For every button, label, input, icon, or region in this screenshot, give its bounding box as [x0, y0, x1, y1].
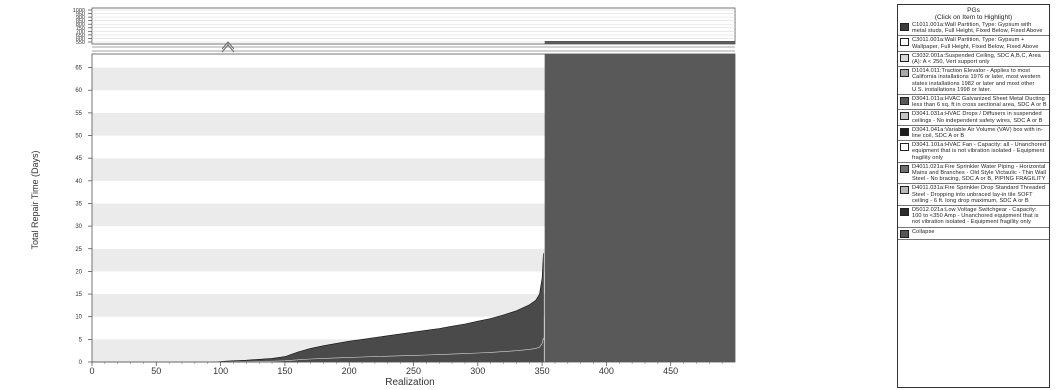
x-tick-label: 150: [277, 366, 292, 376]
legend-item[interactable]: D4011.021a:Fire Sprinkler Water Piping -…: [898, 163, 1049, 185]
legend-item[interactable]: C3011.001a:Wall Partition, Type: Gypsum …: [898, 36, 1049, 52]
collapse-bar-upper: [544, 41, 735, 44]
y-tick-label: 45: [75, 156, 82, 162]
y-tick-label: 40: [75, 179, 82, 185]
break-zigzag: [221, 41, 235, 50]
legend-label: D1014.011:Traction Elevator - Applies to…: [912, 68, 1041, 93]
y-tick-label: 60: [75, 88, 82, 94]
y-tick-label: 10: [75, 315, 82, 321]
upper-y-tick-label: 950: [76, 12, 85, 18]
legend-label: D3041.031a:HVAC Drops / Diffusers in sus…: [912, 111, 1043, 124]
legend-label: Collapse: [912, 228, 935, 235]
legend-label: C3032.001a:Suspended Ceiling, SDC A,B,C,…: [912, 52, 1041, 66]
y-tick-label: 25: [75, 247, 82, 253]
legend-label: D3041.101a:HVAC Fan - Capacity: all - Un…: [912, 142, 1047, 161]
x-tick-label: 200: [342, 366, 357, 376]
legend-item[interactable]: D3041.041a:Variable Air Volume (VAV) box…: [898, 126, 1049, 142]
legend-swatch: [900, 23, 909, 31]
upper-y-tick-label: 600: [76, 36, 85, 42]
upper-y-tick-label: 1000: [73, 8, 85, 14]
legend-item[interactable]: C1011.001a:Wall Partition, Type: Gypsum …: [898, 21, 1049, 37]
legend-list: C1011.001a:Wall Partition, Type: Gypsum …: [898, 21, 1049, 240]
legend-item[interactable]: D1014.011:Traction Elevator - Applies to…: [898, 67, 1049, 96]
y-tick-label: 5: [79, 337, 83, 343]
y-tick-label: 35: [75, 201, 82, 207]
x-tick-label: 300: [470, 366, 485, 376]
legend-label: D4011.031a:Fire Sprinkler Drop Standard …: [912, 185, 1046, 204]
upper-y-tick-label: 800: [76, 22, 85, 28]
legend-label: C1011.001a:Wall Partition, Type: Gypsum …: [912, 22, 1043, 35]
legend-swatch: [900, 53, 909, 62]
upper-y-tick-label: 700: [76, 29, 85, 35]
upper-y-tick-label: 850: [76, 19, 85, 25]
axes: 0 5 10 15 20 25 30 35 40 45 50 55 60 65 0 50 100 150 200 25…: [75, 53, 736, 376]
upper-y-tick-label: 650: [76, 33, 85, 39]
legend-swatch: [900, 127, 909, 136]
legend-label: D4011.021a:Fire Sprinkler Water Piping -…: [912, 163, 1047, 183]
legend-swatch: [900, 38, 909, 47]
legend-label: D3041.041a:Variable Air Volume (VAV) box…: [912, 126, 1043, 140]
legend-item[interactable]: Collapse: [898, 228, 1049, 240]
legend-swatch: [900, 186, 909, 195]
x-tick-label: 50: [151, 366, 161, 376]
axis-break-marks: [92, 41, 735, 53]
upper-y-tick-label: 550: [76, 40, 85, 46]
legend-swatch: [900, 143, 909, 152]
y-tick-label: 20: [75, 269, 82, 275]
y-tick-label: 65: [75, 66, 82, 72]
series-area-total: [92, 253, 544, 363]
legend-swatch: [900, 69, 909, 78]
legend-swatch: [900, 208, 909, 217]
x-tick-label: 100: [213, 366, 228, 376]
collapse-area: [544, 54, 735, 362]
legend-item[interactable]: D3041.011a:HVAC Galvanized Sheet Metal D…: [898, 95, 1049, 111]
legend-label: C3011.001a:Wall Partition, Type: Gypsum …: [912, 37, 1039, 50]
legend-item[interactable]: D3041.031a:HVAC Drops / Diffusers in sus…: [898, 110, 1049, 126]
legend-item[interactable]: D3041.101a:HVAC Fan - Capacity: all - Un…: [898, 141, 1049, 163]
upper-y-tick-label: 750: [76, 26, 85, 32]
y-tick-label: 0: [79, 360, 83, 366]
y-tick-label: 50: [75, 134, 82, 140]
legend-item[interactable]: D5012.021a:Low Voltage Switchgear - Capa…: [898, 206, 1049, 228]
legend-panel: PGs (Click on Item to Highlight) C1011.0…: [897, 4, 1050, 388]
legend-item[interactable]: D4011.031a:Fire Sprinkler Drop Standard …: [898, 184, 1049, 207]
series-line-component: [92, 338, 544, 363]
y-tick-label: 55: [75, 111, 82, 117]
legend-swatch: [900, 229, 909, 238]
x-tick-label: 400: [599, 366, 614, 376]
x-tick-label: 350: [535, 366, 550, 376]
legend-swatch: [900, 112, 909, 121]
legend-swatch: [900, 97, 909, 106]
plot-area: [92, 54, 735, 363]
upper-panel-frame: [91, 7, 736, 45]
y-axis-label: Total Repair Time (Days): [30, 150, 40, 249]
break-zigzag: [221, 44, 235, 53]
x-tick-label: 450: [663, 366, 678, 376]
y-tick-label: 30: [75, 224, 82, 230]
legend-swatch: [900, 164, 909, 173]
x-tick-label: 250: [406, 366, 421, 376]
legend-label: D5012.021a:Low Voltage Switchgear - Capa…: [912, 207, 1039, 226]
y-tick-label: 15: [75, 292, 82, 298]
x-tick-label: 0: [89, 366, 94, 376]
legend-title: PGs (Click on Item to Highlight): [934, 7, 1013, 21]
legend-item[interactable]: C3032.001a:Suspended Ceiling, SDC A,B,C,…: [898, 52, 1049, 68]
x-axis-label: Realization: [385, 377, 434, 388]
legend-label: D3041.011a:HVAC Galvanized Sheet Metal D…: [912, 96, 1047, 109]
upper-y-tick-label: 900: [76, 15, 85, 21]
